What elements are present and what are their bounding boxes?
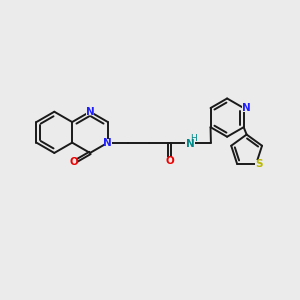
Text: N: N: [85, 107, 94, 117]
Text: S: S: [255, 159, 263, 169]
FancyBboxPatch shape: [185, 138, 196, 147]
Text: N: N: [103, 138, 112, 148]
Text: N: N: [186, 140, 195, 149]
FancyBboxPatch shape: [166, 157, 173, 165]
FancyBboxPatch shape: [86, 108, 94, 116]
Text: H: H: [190, 134, 197, 143]
FancyBboxPatch shape: [70, 158, 78, 166]
Text: N: N: [242, 103, 250, 113]
Text: O: O: [165, 156, 174, 166]
FancyBboxPatch shape: [104, 139, 112, 146]
Text: O: O: [70, 157, 78, 167]
FancyBboxPatch shape: [255, 160, 263, 167]
FancyBboxPatch shape: [242, 104, 250, 112]
